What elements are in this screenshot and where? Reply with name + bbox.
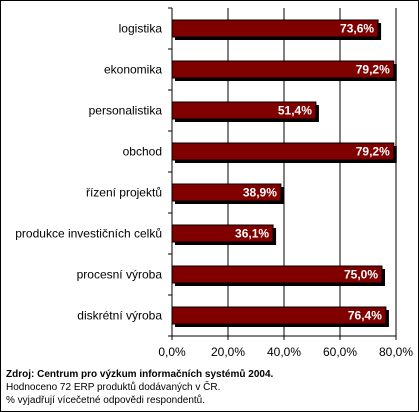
- data-label: 75,0%: [344, 268, 378, 282]
- x-tick-label: 0,0%: [158, 345, 186, 359]
- x-tick-label: 40,0%: [267, 345, 301, 359]
- source-note: Zdroj: Centrum pro výzkum informačních s…: [6, 369, 274, 380]
- category-label: personalistika: [89, 104, 163, 118]
- category-labels: logistika ekonomika personalistika obchod ří…: [15, 22, 162, 323]
- data-label: 36,1%: [235, 227, 269, 241]
- notes: Zdroj: Centrum pro výzkum informačních s…: [6, 368, 411, 407]
- gridlines: [227, 8, 397, 336]
- data-label: 38,9%: [243, 186, 277, 200]
- category-label: procesní výroba: [77, 268, 163, 282]
- category-label: ekonomika: [104, 63, 162, 77]
- data-labels: 73,6% 79,2% 51,4% 79,2% 38,9% 36,1% 75,0% 76,4%: [235, 22, 390, 323]
- bars: [171, 19, 397, 327]
- x-tick-label: 60,0%: [323, 345, 357, 359]
- method-note: Hodnoceno 72 ERP produktů dodávaných v Č…: [6, 382, 221, 393]
- data-label: 79,2%: [356, 145, 390, 159]
- x-tick-label: 20,0%: [211, 345, 245, 359]
- category-label: diskrétní výroba: [77, 309, 162, 323]
- x-axis: 0,0% 20,0% 40,0% 60,0% 80,0%: [158, 7, 413, 359]
- category-label: logistika: [119, 22, 163, 36]
- data-label: 76,4%: [348, 309, 382, 323]
- respondents-note: % vyjadřují vícečetné odpovědi responden…: [6, 395, 206, 406]
- category-label: řízení projektů: [86, 186, 162, 200]
- data-label: 51,4%: [278, 104, 312, 118]
- category-label: obchod: [123, 145, 162, 159]
- category-label: produkce investičních celků: [15, 227, 162, 241]
- data-label: 79,2%: [356, 63, 390, 77]
- data-label: 73,6%: [340, 22, 374, 36]
- x-tick-label: 80,0%: [379, 345, 413, 359]
